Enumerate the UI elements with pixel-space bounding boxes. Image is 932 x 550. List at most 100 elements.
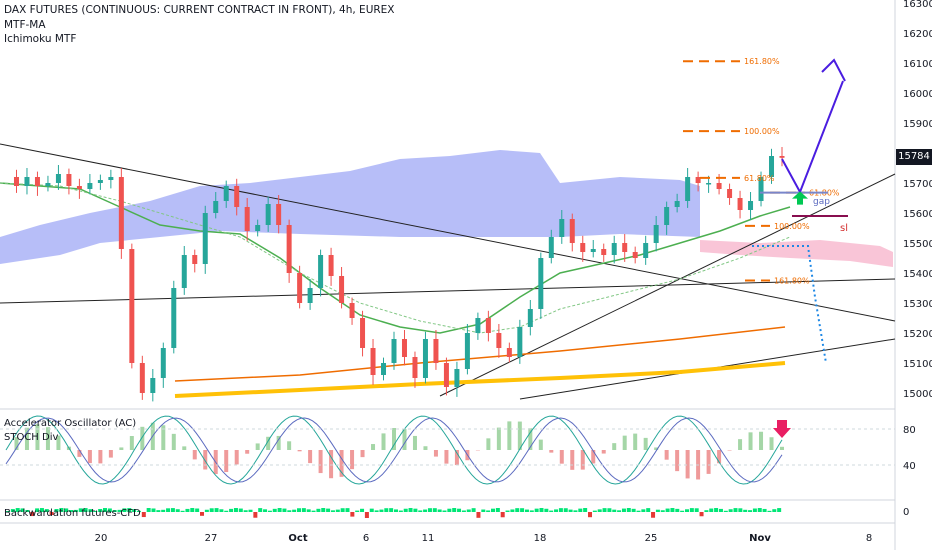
price-tick-label: 15200	[903, 329, 932, 340]
ac-histogram-bar	[287, 441, 292, 450]
ac-histogram-bar	[570, 450, 575, 470]
backwardation-bar	[714, 508, 719, 512]
ac-histogram-bar	[664, 450, 669, 460]
candle-body	[695, 177, 701, 183]
ac-histogram-bar	[517, 421, 522, 450]
backwardation-bar	[39, 508, 44, 512]
candle-body	[339, 276, 345, 303]
backwardation-bar	[25, 509, 30, 512]
candle-body	[150, 378, 156, 393]
backwardation-bar	[59, 508, 64, 512]
backwardation-bar	[665, 508, 670, 512]
backwardation-bar	[491, 508, 495, 512]
ac-histogram-bar	[56, 435, 61, 450]
backwardation-bar	[452, 508, 457, 512]
candle-body	[622, 243, 628, 252]
ac-histogram-bar	[161, 425, 166, 450]
backwardation-bar	[103, 508, 107, 512]
backwardation-bar	[49, 512, 54, 516]
ac-histogram-bar	[77, 450, 82, 457]
backwardation-bar	[772, 509, 777, 512]
backwardation-bar	[743, 509, 748, 512]
candle-body	[76, 186, 82, 189]
price-tick-label: 15600	[903, 209, 932, 220]
candle-body	[139, 363, 145, 393]
backwardation-bar	[287, 510, 292, 512]
candle-body	[391, 339, 397, 363]
ac-histogram-bar	[433, 450, 438, 457]
backwardation-bar	[466, 509, 471, 512]
price-tick-label: 15700	[903, 179, 932, 190]
backwardation-label[interactable]: Backwardation futures-CFD	[4, 508, 141, 519]
backwardation-bar	[762, 508, 767, 512]
candle-body	[381, 363, 387, 375]
backwardation-bar	[185, 508, 190, 512]
backwardation-bar	[510, 509, 515, 512]
backwardation-bar	[20, 508, 25, 512]
ac-histogram-bar	[350, 450, 355, 470]
price-tick-label: 16200	[903, 29, 932, 40]
ac-histogram-bar	[486, 438, 491, 450]
fib-level-label: 161.80%	[744, 57, 780, 66]
backwardation-bar	[384, 508, 389, 512]
candle-body	[108, 177, 114, 180]
ac-histogram-bar	[454, 450, 459, 466]
price-tick-label: 15100	[903, 359, 932, 370]
backwardation-bar	[238, 508, 243, 512]
candle-body	[443, 363, 449, 387]
backwardation-bar	[689, 508, 694, 512]
ac-histogram-bar	[717, 450, 722, 464]
chart-title: DAX FUTURES (CONTINUOUS: CURRENT CONTRAC…	[4, 4, 395, 16]
price-tick-label: 16300	[903, 0, 932, 10]
backwardation-bar	[558, 508, 563, 512]
backwardation-bar	[432, 508, 437, 512]
backwardation-bar	[175, 509, 180, 512]
candle-body	[360, 318, 366, 348]
backwardation-bar	[141, 512, 146, 518]
backwardation-bar	[757, 508, 762, 512]
projection-arrow	[781, 80, 844, 195]
backwardation-bar	[360, 508, 365, 512]
backwardation-bar	[398, 510, 403, 512]
indicator-mtf-ma[interactable]: MTF-MA	[4, 19, 46, 31]
ac-histogram-bar	[35, 424, 40, 450]
backwardation-bar	[229, 508, 234, 512]
candle-body	[580, 243, 586, 252]
stoch-div-label[interactable]: STOCH Div	[4, 432, 59, 443]
backwardation-bar	[209, 508, 214, 512]
price-tick-label: 15900	[903, 119, 932, 130]
ac-histogram-bar	[276, 435, 281, 450]
backwardation-bar	[495, 508, 500, 512]
backwardation-pane	[6, 508, 782, 518]
candle-body	[485, 318, 491, 333]
backwardation-bar	[44, 509, 49, 512]
ac-histogram-bar	[643, 437, 648, 450]
orange-step-line	[174, 326, 786, 382]
backwardation-bar	[204, 509, 209, 512]
indicator-ichimoku[interactable]: Ichimoku MTF	[4, 33, 77, 45]
candle-body	[538, 258, 544, 309]
ac-histogram-bar	[108, 450, 113, 458]
arrow-head	[821, 58, 846, 82]
backwardation-bar	[718, 508, 723, 512]
candle-body	[181, 255, 187, 288]
backwardation-bar	[738, 508, 743, 512]
backwardation-bar	[612, 509, 617, 512]
ac-histogram-bar	[759, 431, 764, 450]
candle-body	[171, 288, 177, 348]
backwardation-bar	[607, 508, 612, 512]
backwardation-bar	[471, 508, 476, 512]
oscillator-label[interactable]: Accelerator Oscillator (AC)	[4, 418, 137, 429]
backwardation-bar	[219, 509, 224, 512]
buy-arrow-icon	[792, 191, 808, 205]
candle-body	[737, 198, 743, 210]
backwardation-bar	[583, 508, 588, 512]
ac-histogram-bar	[339, 450, 344, 477]
trendline-flat	[0, 278, 896, 304]
time-tick-label: Nov	[749, 533, 771, 544]
backwardation-bar	[733, 508, 738, 512]
ac-histogram-bar	[402, 429, 407, 450]
candle-body	[265, 204, 271, 225]
backwardation-bar	[64, 508, 69, 512]
